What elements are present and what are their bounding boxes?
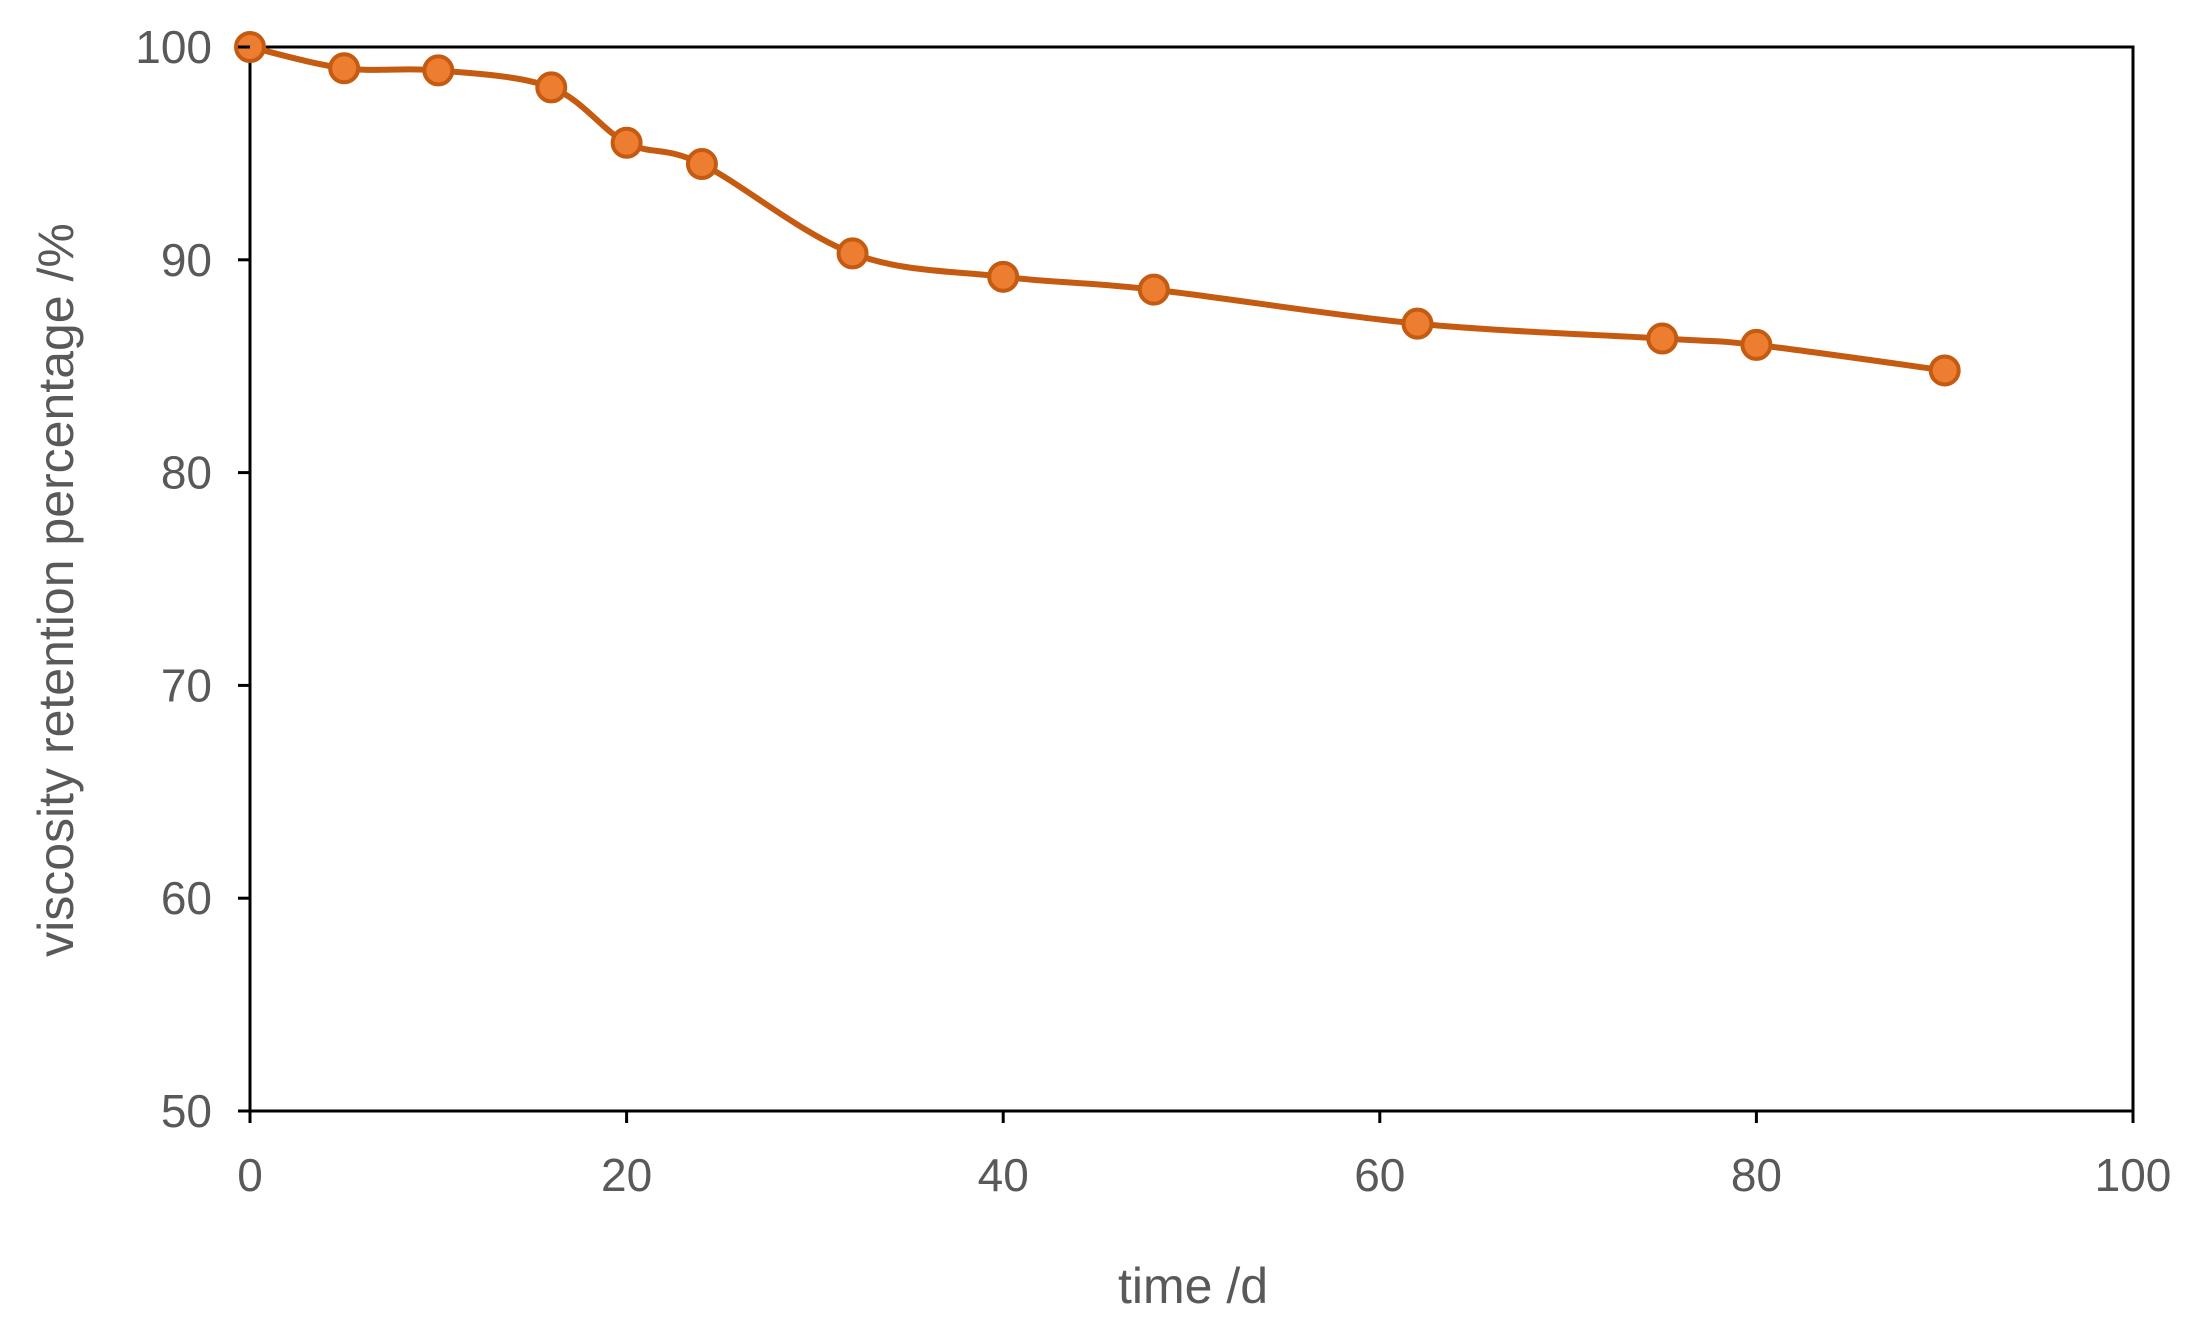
data-point [328,52,361,85]
plot-layer [248,45,2135,1113]
series-line [247,44,1948,374]
y-tick-label: 60 [161,872,212,924]
data-point [836,237,869,270]
data-point [1401,307,1434,340]
y-tick-label: 50 [161,1085,212,1137]
x-tick-label: 40 [978,1149,1029,1201]
y-axis-title: viscosity retention percentage /% [28,223,84,957]
plot-frame [248,45,2135,1113]
y-tick-label: 90 [161,234,212,286]
x-tick-label: 20 [601,1149,652,1201]
x-axis-title: time /d [1118,1258,1268,1314]
data-point [1928,354,1961,387]
data-point [610,126,643,159]
x-tick-label: 80 [1731,1149,1782,1201]
x-tick-label: 100 [2095,1149,2172,1201]
data-point [422,54,455,87]
y-tick-label: 70 [161,659,212,711]
data-point [685,148,718,181]
y-tick-label: 80 [161,447,212,499]
data-point [535,71,568,104]
tick-layer: 0 20 40 60 80 100 50 60 70 80 90 100 [135,21,2171,1201]
data-point [1646,322,1679,355]
x-tick-label: 60 [1354,1149,1405,1201]
y-tick-label: 100 [135,21,212,73]
series-layer [234,31,1961,387]
x-tick-label: 0 [237,1149,263,1201]
data-point [1740,328,1773,361]
data-point [987,260,1020,293]
data-point [1137,273,1170,306]
